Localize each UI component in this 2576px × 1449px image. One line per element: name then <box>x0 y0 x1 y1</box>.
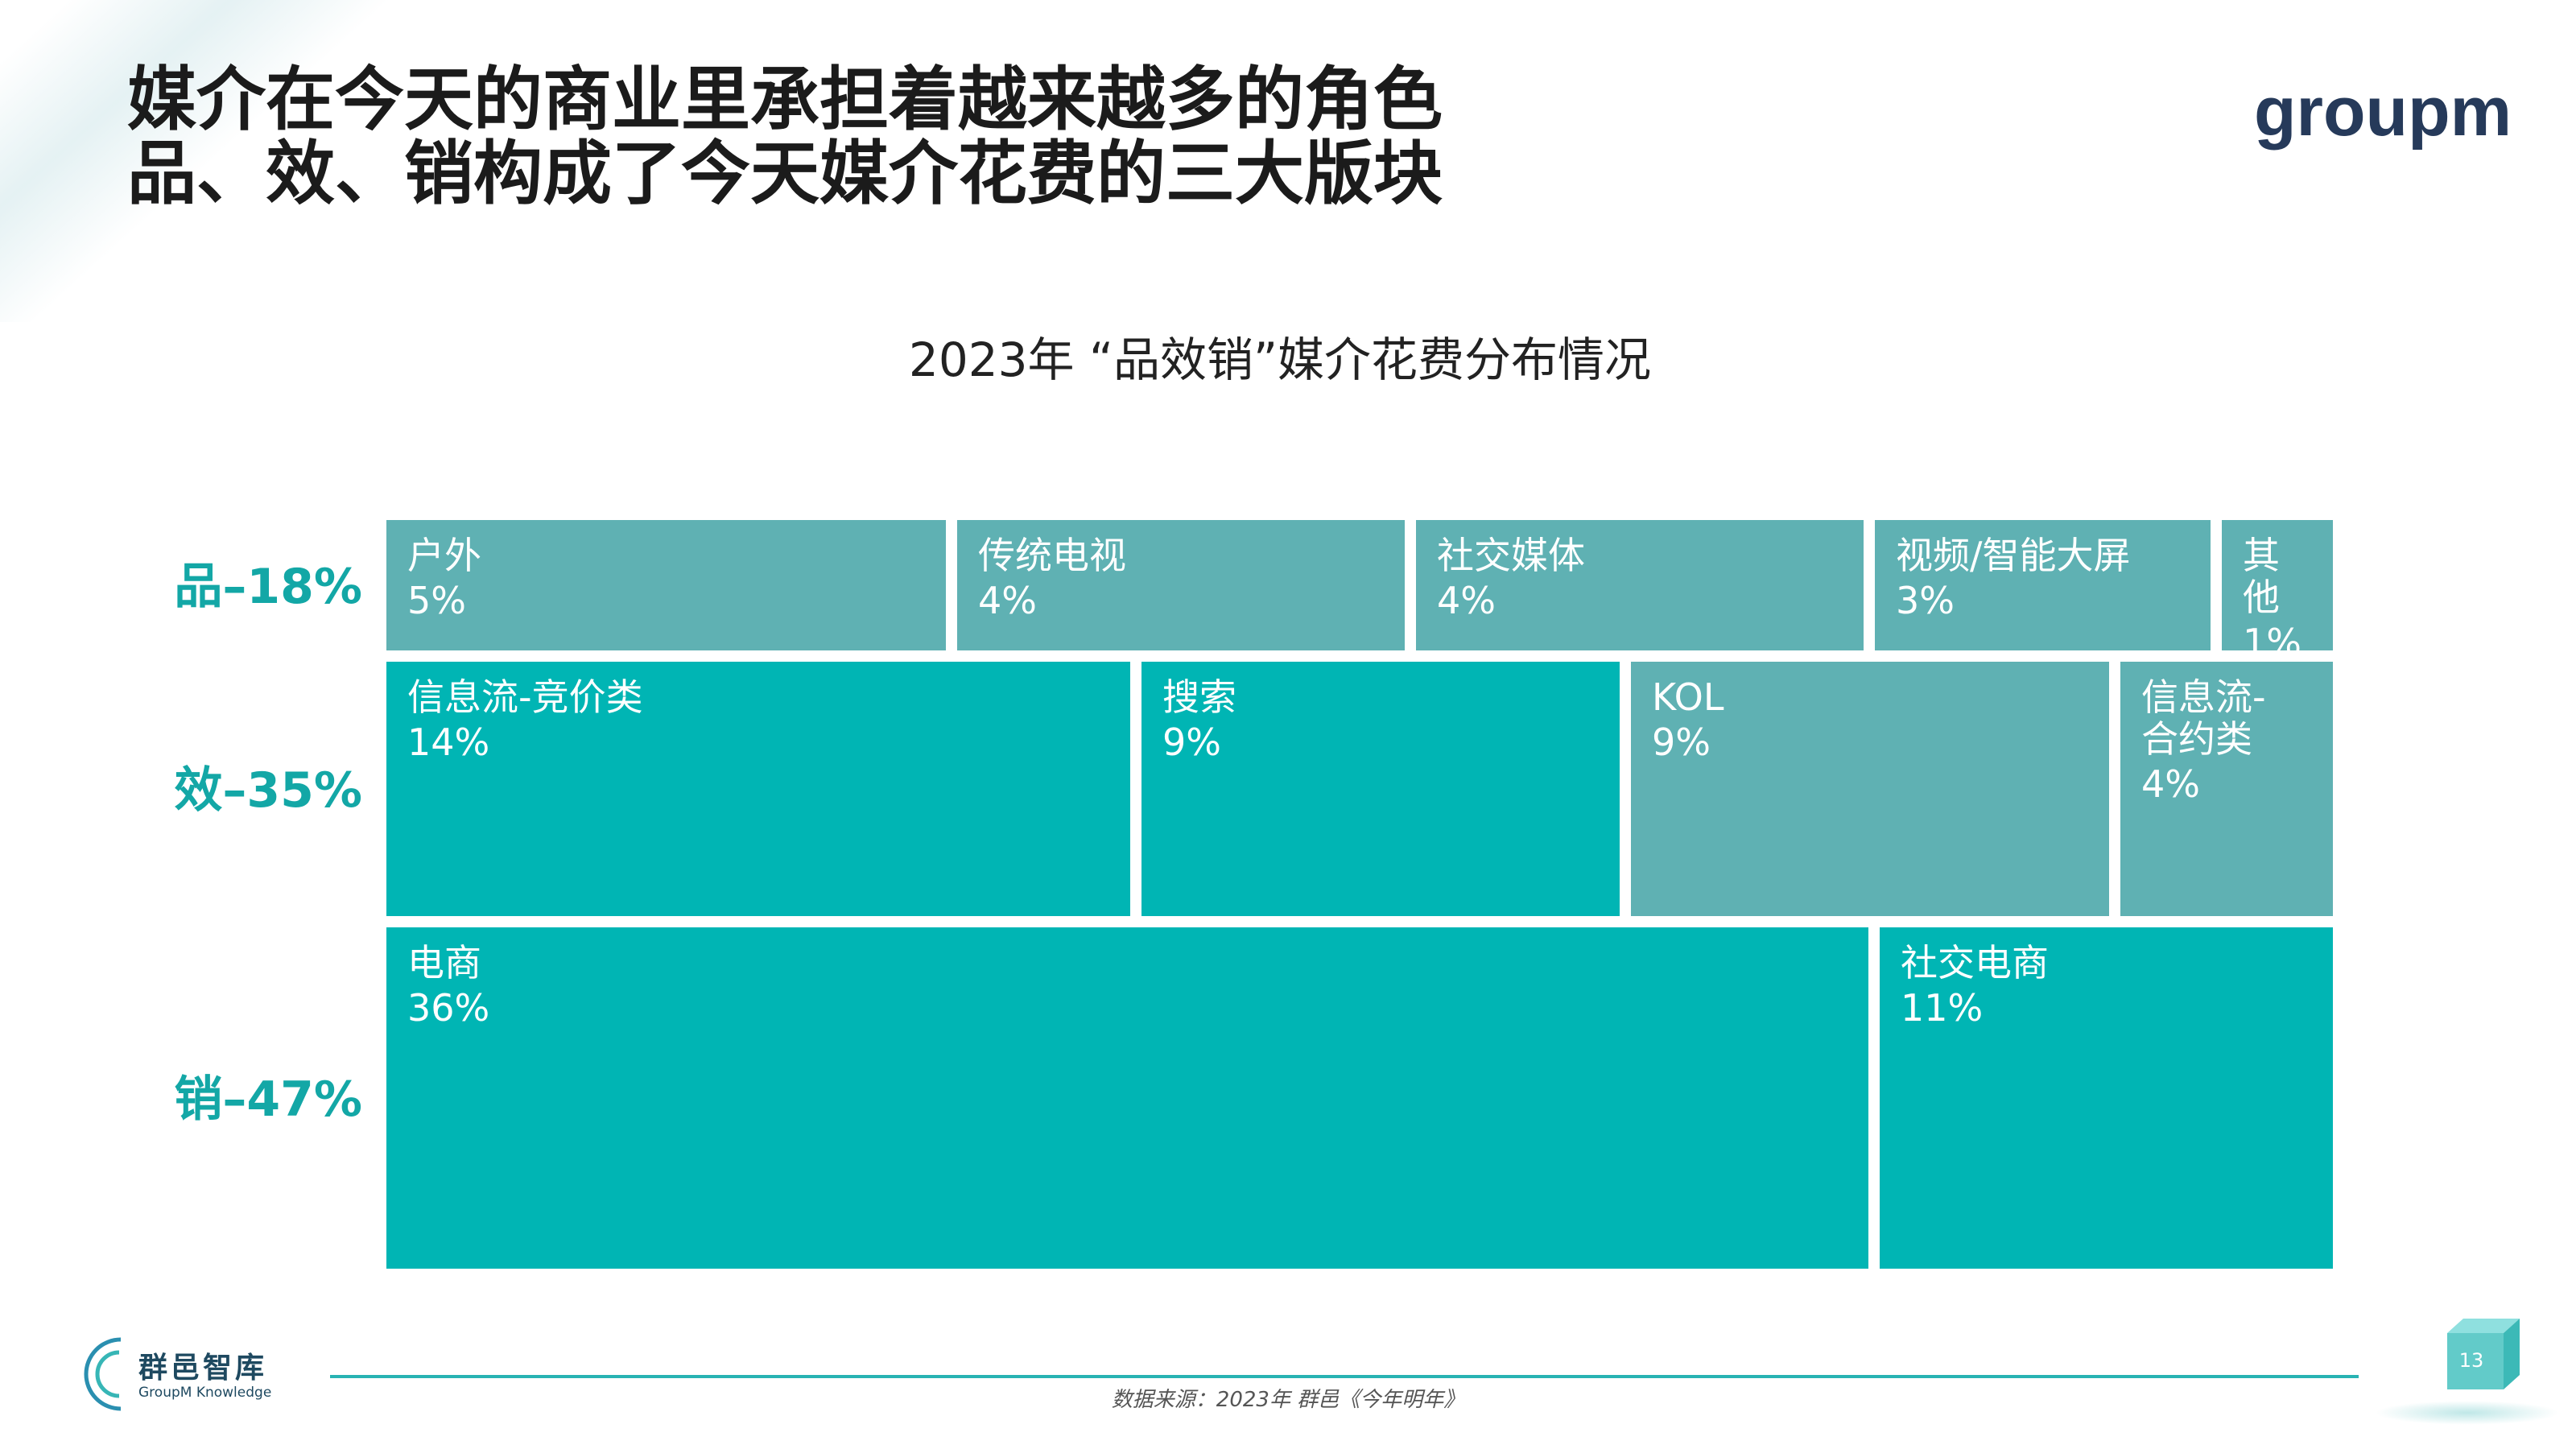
cell-name: 合约类 <box>2141 717 2252 761</box>
cell-value: 4% <box>1437 579 1496 622</box>
row-label: 销–47% <box>174 1071 362 1128</box>
cell-value: 9% <box>1652 720 1711 764</box>
data-source-note: 数据来源：2023年 群邑《今年明年》 <box>1111 1388 1465 1412</box>
kb-logo-arc-inner <box>95 1350 120 1398</box>
cell-name: KOL <box>1652 675 1724 719</box>
cell-value: 4% <box>978 579 1037 622</box>
row-label: 效–35% <box>174 762 362 819</box>
cell-name: 信息流-竞价类 <box>407 675 643 719</box>
kb-name: 群邑智库 <box>138 1352 268 1385</box>
cell-value: 3% <box>1896 579 1955 622</box>
cell-name: 其 <box>2243 534 2280 577</box>
cell-name: 传统电视 <box>978 534 1126 577</box>
page-headline: 媒介在今天的商业里承担着越来越多的角色 品、效、销构成了今天媒介花费的三大版块 <box>127 63 1443 211</box>
kb-logo-arc-outer <box>84 1337 122 1411</box>
cell-name: 搜索 <box>1162 675 1236 719</box>
row-label: 品–18% <box>174 559 362 615</box>
treemap-cell <box>1880 927 2333 1269</box>
cell-name: 电商 <box>407 941 481 985</box>
treemap-cell <box>957 520 1405 650</box>
treemap-cell <box>2120 662 2333 916</box>
chart-title: 2023年 “品效销”媒介花费分布情况 <box>908 332 1652 387</box>
treemap-cell <box>2222 520 2333 650</box>
cell-name: 信息流- <box>2141 675 2266 719</box>
cell-value: 9% <box>1162 720 1221 764</box>
cell-name: 户外 <box>407 534 481 577</box>
cell-value: 11% <box>1901 986 1983 1030</box>
cell-value: 4% <box>2141 762 2200 806</box>
treemap-cell <box>1875 520 2211 650</box>
kb-subtitle: GroupM Knowledge <box>138 1385 272 1401</box>
treemap-cell <box>1416 520 1864 650</box>
cell-name: 社交电商 <box>1901 941 2049 985</box>
footer-divider <box>330 1375 2359 1378</box>
groupm-knowledge-logo <box>84 1337 122 1411</box>
treemap-cell <box>386 927 1868 1269</box>
cell-name: 社交媒体 <box>1437 534 1585 577</box>
page-number: 13 <box>2458 1349 2484 1372</box>
treemap-cell <box>1631 662 2109 916</box>
cell-value: 14% <box>407 720 489 764</box>
groupm-logo-text: groupm <box>2254 73 2512 151</box>
cube-shadow <box>2375 1401 2560 1425</box>
headline-line-2: 品、效、销构成了今天媒介花费的三大版块 <box>127 134 1443 214</box>
cell-name: 他 <box>2243 576 2280 619</box>
headline-line-1: 媒介在今天的商业里承担着越来越多的角色 <box>127 60 1443 140</box>
treemap-cell <box>1141 662 1620 916</box>
treemap-cell <box>386 662 1130 916</box>
cell-name: 视频/智能大屏 <box>1896 534 2131 577</box>
cell-value: 36% <box>407 986 489 1030</box>
treemap-cell <box>386 520 946 650</box>
cell-value: 1% <box>2243 621 2301 664</box>
page-cube-icon <box>2447 1319 2520 1389</box>
groupm-logo: groupm <box>2254 73 2512 151</box>
cell-value: 5% <box>407 579 466 622</box>
